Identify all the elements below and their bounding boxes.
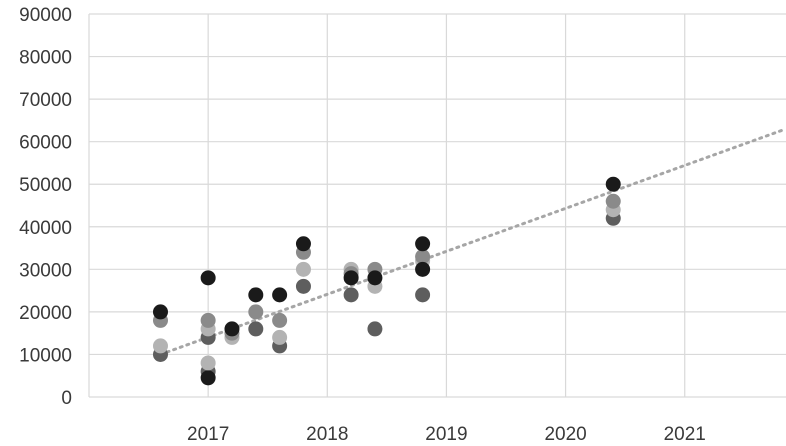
data-point bbox=[272, 287, 288, 303]
data-point bbox=[248, 287, 264, 303]
y-tick-label: 70000 bbox=[19, 90, 72, 111]
y-tick-label: 10000 bbox=[19, 345, 72, 366]
data-point bbox=[200, 312, 216, 328]
data-point bbox=[200, 355, 216, 371]
data-points bbox=[152, 176, 621, 386]
trendline-path bbox=[158, 127, 786, 356]
data-point bbox=[605, 176, 621, 192]
x-axis-tick-labels: 2017 2018 2019 2020 2021 bbox=[187, 424, 706, 445]
y-tick-label: 90000 bbox=[19, 5, 72, 26]
x-tick-label: 2017 bbox=[187, 424, 229, 445]
data-point bbox=[295, 236, 311, 252]
data-point bbox=[295, 278, 311, 294]
data-point bbox=[415, 287, 431, 303]
x-tick-label: 2018 bbox=[306, 424, 348, 445]
data-point bbox=[248, 321, 264, 337]
y-tick-label: 80000 bbox=[19, 48, 72, 69]
data-point bbox=[152, 338, 168, 354]
data-point bbox=[343, 270, 359, 286]
y-tick-label: 0 bbox=[61, 388, 72, 409]
data-point bbox=[367, 270, 383, 286]
y-tick-label: 50000 bbox=[19, 175, 72, 196]
data-point bbox=[605, 193, 621, 209]
data-point bbox=[367, 321, 383, 337]
trendline bbox=[158, 127, 786, 356]
data-point bbox=[415, 261, 431, 277]
x-tick-label: 2020 bbox=[544, 424, 586, 445]
data-point bbox=[152, 304, 168, 320]
data-point bbox=[415, 236, 431, 252]
x-tick-label: 2021 bbox=[664, 424, 706, 445]
y-tick-label: 20000 bbox=[19, 303, 72, 324]
data-point bbox=[272, 312, 288, 328]
y-axis-tick-labels: 0 10000 20000 30000 40000 50000 60000 70000 8000… bbox=[19, 5, 72, 409]
data-point bbox=[272, 329, 288, 345]
data-point bbox=[224, 321, 240, 337]
x-tick-label: 2019 bbox=[425, 424, 467, 445]
data-point bbox=[200, 270, 216, 286]
data-point bbox=[343, 287, 359, 303]
data-point bbox=[295, 261, 311, 277]
y-tick-label: 40000 bbox=[19, 218, 72, 239]
y-tick-label: 30000 bbox=[19, 260, 72, 281]
data-point bbox=[200, 370, 216, 386]
data-point bbox=[248, 304, 264, 320]
data-point bbox=[415, 249, 431, 265]
y-tick-label: 60000 bbox=[19, 133, 72, 154]
gridlines bbox=[88, 13, 786, 398]
